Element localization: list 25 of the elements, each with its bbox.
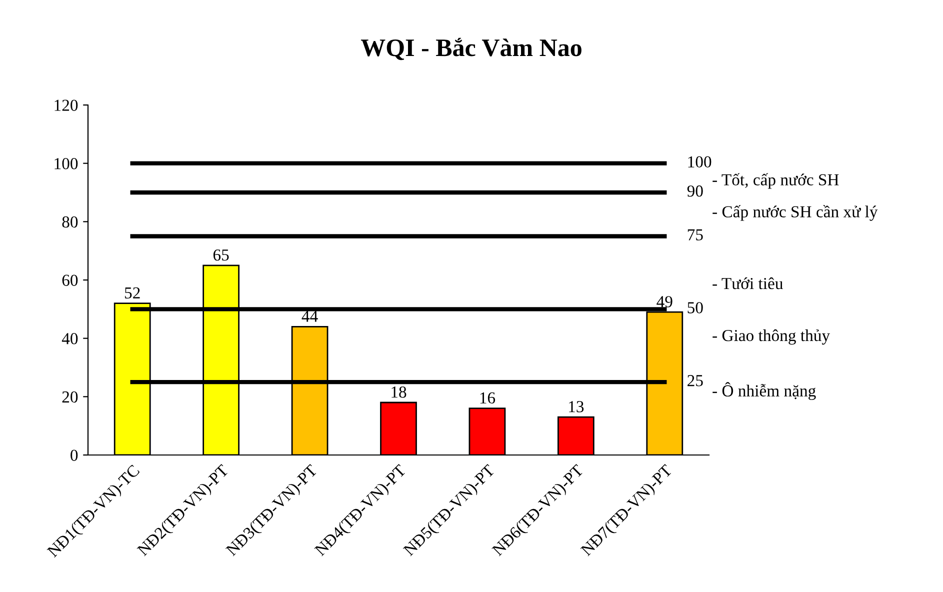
ref-line-label: 75 <box>688 229 703 240</box>
y-tick-label: 100 <box>54 158 78 170</box>
text: - Cấp nước SH cần xử lý <box>712 205 878 221</box>
ref-line-label: 100 <box>688 156 712 168</box>
data-label: 49 <box>656 296 672 308</box>
text: - Tốt, cấp nước SH <box>712 173 839 189</box>
y-tick-label: 120 <box>54 100 78 111</box>
text: - Giao thông thủy <box>712 329 830 345</box>
ref-line-label: 90 <box>687 185 703 197</box>
y-tick-label: 80 <box>62 216 78 228</box>
data-label: 13 <box>569 401 584 412</box>
data-label: 18 <box>392 386 406 398</box>
text: - Tưới tiêu <box>712 277 783 290</box>
data-label: 16 <box>480 392 496 404</box>
ref-line-label: 50 <box>688 302 703 314</box>
data-label: 44 <box>302 310 318 322</box>
y-tick-label: 40 <box>62 333 78 344</box>
text: - Ô nhiễm nặng <box>712 382 816 400</box>
data-label: 65 <box>213 249 229 261</box>
ref-line-label: 25 <box>688 375 703 386</box>
y-tick-label: 60 <box>62 274 78 286</box>
chart-title: WQI - Bắc Vàm Nao <box>360 38 582 60</box>
y-tick-label: 0 <box>70 450 78 461</box>
data-label: 52 <box>124 287 140 299</box>
y-tick-label: 20 <box>62 391 78 403</box>
